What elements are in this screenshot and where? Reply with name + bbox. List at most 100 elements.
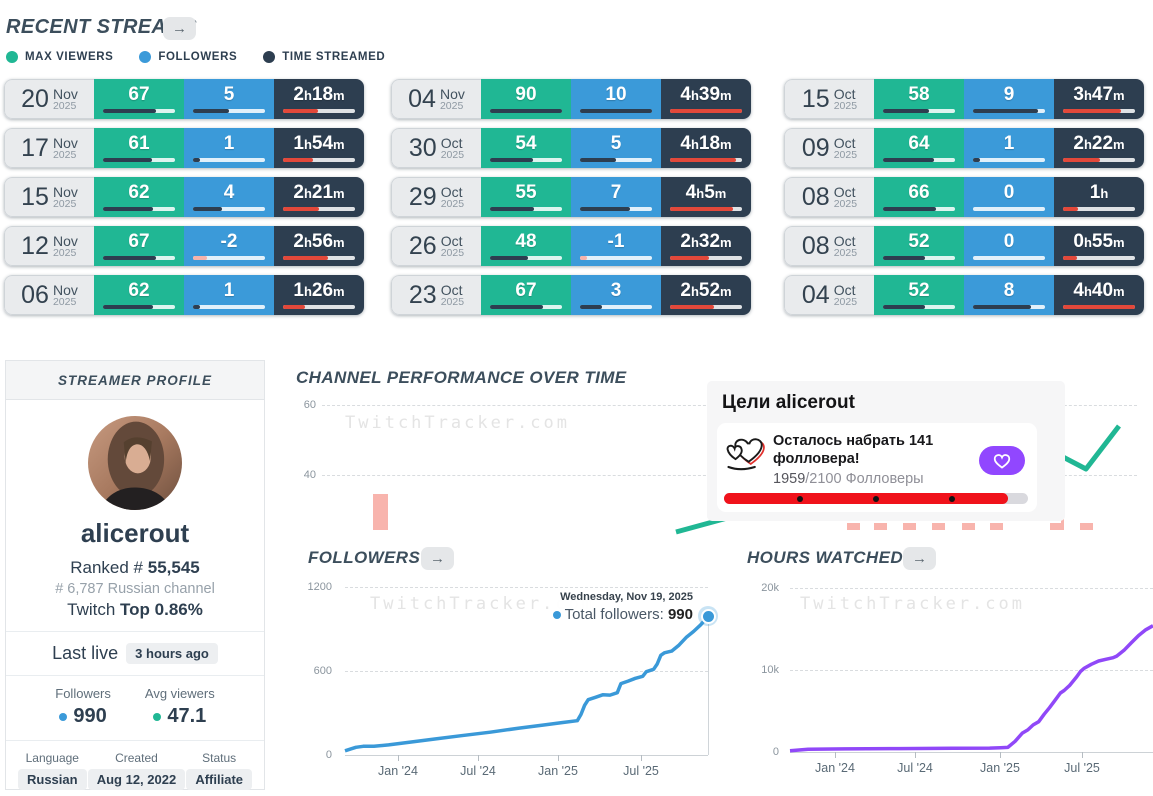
bar-track	[883, 109, 955, 113]
stream-day: 08	[801, 182, 830, 211]
profile-header: STREAMER PROFILE	[6, 361, 264, 400]
bar-track	[193, 207, 265, 211]
hours-chart-plot[interactable]: TwitchTracker.com 20k 10k 0 Jan '24 Jul '24 J…	[745, 578, 1153, 790]
goals-popup: Цели alicerout Осталось набрать 141 фолл…	[707, 381, 1065, 521]
stream-row[interactable]: 08 Oct 2025 66 0 1h	[784, 177, 1144, 217]
stream-row[interactable]: 08 Oct 2025 52 0 0h55m	[784, 226, 1144, 266]
last-live-label: Last live	[52, 643, 119, 663]
bar-track	[283, 256, 355, 260]
stream-row[interactable]: 04 Oct 2025 52 8 4h40m	[784, 275, 1144, 315]
bar-track	[883, 256, 955, 260]
goals-popup-title: Цели alicerout	[722, 392, 855, 413]
bar-fill	[670, 158, 737, 162]
stream-row[interactable]: 26 Oct 2025 48 -1 2h32m	[391, 226, 751, 266]
stream-month: Oct	[440, 232, 463, 249]
max-viewers-cell-value: 67	[128, 84, 150, 105]
followers-cell-value: 1	[223, 133, 235, 154]
stream-year: 2025	[833, 246, 858, 259]
perf-pink-bar	[874, 523, 887, 530]
followers-chart-plot[interactable]: TwitchTracker.com Wednesday, Nov 19, 202…	[298, 578, 730, 790]
legend-label: TIME STREAMED	[282, 51, 386, 63]
followers-cell-value: 7	[610, 182, 622, 203]
time-streamed-cell: 4h5m	[661, 177, 751, 217]
follow-heart-button[interactable]	[979, 446, 1025, 475]
perf-pink-bar	[373, 494, 388, 530]
bar-fill	[283, 158, 313, 162]
y-tick-label: 10k	[761, 664, 779, 676]
stream-year: 2025	[440, 246, 465, 259]
hours-chart-title: HOURS WATCHED	[747, 548, 903, 567]
time-streamed-cell-value: 4h39m	[680, 84, 732, 105]
stream-month-year: Oct 2025	[834, 136, 857, 161]
followers-cell: 7	[571, 177, 661, 217]
goal-card: Осталось набрать 141 фолловера! 1959/210…	[717, 423, 1037, 512]
stream-row[interactable]: 30 Oct 2025 54 5 4h18m	[391, 128, 751, 168]
recent-streams-arrow-icon[interactable]: →	[163, 17, 196, 40]
bar-fill	[103, 109, 157, 113]
stream-month: Oct	[440, 183, 463, 200]
followers-cell: 9	[964, 79, 1054, 119]
stream-column: 15 Oct 2025 58 9 3h47m 09 Oct 2025 64 1 2h22m 08 Oct 2…	[784, 79, 1144, 324]
stream-row[interactable]: 15 Nov 2025 62 4 2h21m	[4, 177, 364, 217]
stream-row[interactable]: 12 Nov 2025 67 -2 2h56m	[4, 226, 364, 266]
stream-date-cell: 23 Oct 2025	[391, 275, 481, 315]
stream-row[interactable]: 09 Oct 2025 64 1 2h22m	[784, 128, 1144, 168]
gridline	[790, 752, 1153, 753]
bar-fill	[1063, 256, 1078, 260]
stream-date-cell: 15 Oct 2025	[784, 79, 874, 119]
legend-label: FOLLOWERS	[158, 51, 238, 63]
x-tick	[558, 755, 559, 761]
stream-year: 2025	[439, 99, 464, 112]
hours-watermark: TwitchTracker.com	[800, 594, 1025, 614]
stream-month-year: Oct 2025	[834, 185, 857, 210]
perf-pink-bar	[847, 523, 860, 530]
followers-cell: 8	[964, 275, 1054, 315]
bar-fill	[283, 305, 306, 309]
stream-row[interactable]: 29 Oct 2025 55 7 4h5m	[391, 177, 751, 217]
performance-chart-title: CHANNEL PERFORMANCE OVER TIME	[296, 368, 627, 387]
goal-current: 1959	[773, 471, 806, 488]
bar-track	[283, 305, 355, 309]
stream-month-year: Oct 2025	[834, 234, 857, 259]
followers-cell-value: -1	[607, 231, 625, 252]
bar-fill	[1063, 305, 1135, 309]
stream-row[interactable]: 06 Nov 2025 62 1 1h26m	[4, 275, 364, 315]
bar-track	[973, 109, 1045, 113]
followers-chart-arrow-icon[interactable]: →	[421, 547, 454, 570]
time-streamed-cell-value: 1h	[1089, 182, 1109, 203]
stream-month: Oct	[833, 232, 856, 249]
bar-track	[883, 207, 955, 211]
stream-column: 20 Nov 2025 67 5 2h18m 17 Nov 2025 61 1 1h54m 15 Nov 2…	[4, 79, 364, 324]
goal-progress-track	[724, 493, 1028, 504]
followers-cell: 10	[571, 79, 661, 119]
hours-chart-arrow-icon[interactable]: →	[903, 547, 936, 570]
time-streamed-cell-value: 4h18m	[680, 133, 732, 154]
bar-fill	[490, 305, 544, 309]
stream-row[interactable]: 15 Oct 2025 58 9 3h47m	[784, 79, 1144, 119]
stream-month: Nov	[52, 232, 78, 249]
bar-track	[670, 256, 742, 260]
bar-track	[490, 256, 562, 260]
stream-row[interactable]: 20 Nov 2025 67 5 2h18m	[4, 79, 364, 119]
bar-fill	[283, 256, 329, 260]
stream-date-cell: 08 Oct 2025	[784, 226, 874, 266]
stream-month: Nov	[52, 281, 78, 298]
bar-fill	[973, 158, 981, 162]
max-viewers-cell: 62	[94, 275, 184, 315]
twitch-top-value: Top 0.86%	[120, 600, 203, 619]
bar-fill	[193, 256, 208, 260]
x-tick	[1000, 752, 1001, 758]
recent-streams-list: 20 Nov 2025 67 5 2h18m 17 Nov 2025 61 1 1h54m 15 Nov 2…	[0, 79, 1153, 329]
followers-watermark: TwitchTracker.com	[370, 594, 595, 614]
stream-month: Oct	[833, 134, 856, 151]
perf-ytick-60: 60	[303, 399, 316, 411]
stream-row[interactable]: 17 Nov 2025 61 1 1h54m	[4, 128, 364, 168]
followers-cell: 1	[184, 275, 274, 315]
y-tick-label: 1200	[307, 581, 332, 593]
stream-day: 15	[21, 182, 49, 211]
stream-month: Oct	[833, 281, 856, 298]
stream-row[interactable]: 23 Oct 2025 67 3 2h52m	[391, 275, 751, 315]
stream-row[interactable]: 04 Nov 2025 90 10 4h39m	[391, 79, 751, 119]
time-streamed-cell: 2h21m	[274, 177, 364, 217]
bar-track	[103, 207, 175, 211]
